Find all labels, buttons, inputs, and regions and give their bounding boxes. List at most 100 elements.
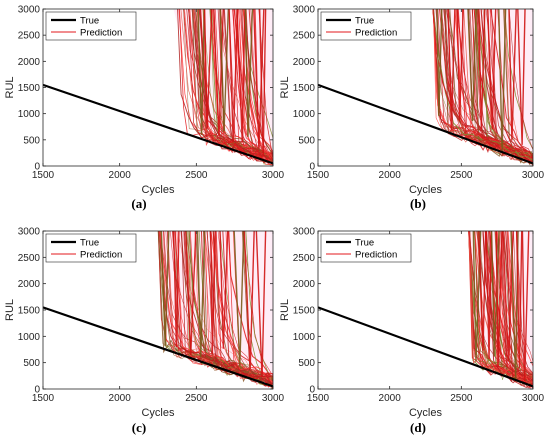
panel-label: (a): [131, 196, 146, 211]
chart-panel: 1500 2000 2500 3000 0 500 1000 1500 2000 2500 3000…: [279, 5, 545, 212]
y-tick-label: 1500: [18, 83, 41, 94]
prediction-line: [490, 9, 533, 155]
prediction-line: [505, 231, 533, 388]
prediction-spike: [478, 231, 487, 351]
y-axis-label: RUL: [4, 299, 16, 321]
legend-label: Prediction: [355, 250, 397, 261]
y-tick-label: 1500: [293, 83, 316, 94]
true-line: [318, 306, 533, 388]
x-tick-label: 2000: [109, 393, 132, 404]
panel-label: (b): [410, 196, 426, 211]
x-tick-label: 3000: [522, 393, 545, 404]
panel-label: (c): [132, 420, 146, 435]
chart-panel: 1500 2000 2500 3000 0 500 1000 1500 2000 2500 3000…: [4, 5, 285, 212]
x-tick-label: 2500: [185, 170, 208, 181]
legend-label: Prediction: [80, 28, 122, 39]
prediction-line: [166, 231, 273, 387]
prediction-spike: [508, 9, 517, 141]
prediction-spike: [243, 231, 255, 370]
prediction-line: [228, 9, 273, 163]
legend-label: True: [355, 238, 374, 249]
prediction-spike: [255, 231, 267, 378]
prediction-line: [232, 231, 273, 384]
prediction-spike: [456, 9, 464, 122]
x-tick-label: 2500: [185, 393, 208, 404]
prediction-spike: [173, 231, 180, 348]
x-tick-label: 2000: [109, 170, 132, 181]
legend-label: Prediction: [355, 28, 397, 39]
y-axis-label: RUL: [279, 299, 291, 321]
legend-box: [45, 11, 137, 41]
y-tick-label: 500: [23, 135, 40, 146]
y-tick-label: 500: [298, 135, 315, 146]
prediction-spike: [253, 9, 265, 149]
y-tick-label: 2000: [293, 57, 316, 68]
prediction-spike: [485, 231, 493, 360]
prediction-spike: [219, 231, 229, 349]
y-tick-label: 2500: [293, 31, 316, 42]
prediction-spike: [210, 231, 216, 354]
legend-label: Prediction: [80, 250, 122, 261]
prediction-spike: [233, 231, 245, 367]
x-tick-label: 1500: [307, 393, 330, 404]
prediction-spike: [203, 9, 213, 129]
prediction-spike: [196, 231, 206, 358]
legend-label: True: [355, 16, 374, 27]
y-tick-label: 1000: [18, 332, 41, 343]
prediction-line: [235, 9, 273, 158]
prediction-line: [469, 231, 533, 386]
y-tick-label: 1000: [293, 332, 316, 343]
y-tick-label: 0: [34, 385, 40, 396]
prediction-spike: [197, 9, 206, 135]
x-axis-label: Cycles: [141, 184, 175, 196]
plot-area: [43, 231, 273, 389]
x-tick-label: 3000: [262, 393, 285, 404]
prediction-spike: [478, 9, 486, 130]
prediction-line: [504, 9, 533, 150]
x-tick-label: 1500: [32, 170, 55, 181]
prediction-spike: [517, 9, 526, 145]
y-tick-label: 3000: [293, 5, 316, 16]
y-tick-label: 500: [298, 358, 315, 369]
y-axis-label: RUL: [4, 76, 16, 98]
prediction-line: [503, 9, 533, 165]
x-tick-label: 2500: [450, 393, 473, 404]
y-tick-label: 1500: [293, 306, 316, 317]
x-tick-label: 2500: [450, 170, 473, 181]
panel-label: (d): [410, 420, 426, 435]
prediction-line: [206, 231, 273, 385]
prediction-spike: [244, 9, 254, 138]
legend-box: [320, 233, 412, 263]
legend-box: [320, 11, 412, 41]
plot-area: [43, 9, 273, 166]
x-axis-label: Cycles: [141, 407, 175, 419]
x-axis-label: Cycles: [409, 184, 443, 196]
prediction-spike: [185, 231, 197, 356]
chart-panel: 1500 2000 2500 3000 0 500 1000 1500 2000 2500 3000…: [4, 227, 285, 436]
plot-area: [318, 231, 533, 389]
prediction-spike: [160, 231, 170, 347]
prediction-spike: [487, 9, 497, 130]
y-tick-label: 2000: [18, 279, 41, 290]
prediction-spike: [502, 231, 514, 362]
prediction-line: [432, 9, 533, 157]
true-line: [43, 83, 273, 165]
y-tick-label: 2000: [18, 57, 41, 68]
x-tick-label: 2000: [379, 393, 402, 404]
y-tick-label: 2500: [18, 31, 41, 42]
x-axis-label: Cycles: [409, 407, 443, 419]
prediction-line: [475, 9, 533, 162]
prediction-spike: [515, 231, 523, 369]
chart-panel: 1500 2000 2500 3000 0 500 1000 1500 2000 2500 3000…: [279, 227, 545, 436]
y-tick-label: 1000: [293, 109, 316, 120]
plot-area: [318, 9, 533, 166]
x-tick-label: 1500: [307, 170, 330, 181]
prediction-line: [445, 9, 533, 156]
true-line: [318, 83, 533, 165]
y-axis-label: RUL: [279, 76, 291, 98]
prediction-line: [432, 9, 533, 158]
prediction-spike: [447, 9, 456, 131]
y-tick-label: 0: [34, 162, 40, 173]
prediction-spike: [228, 9, 239, 143]
prediction-spike: [436, 9, 443, 116]
